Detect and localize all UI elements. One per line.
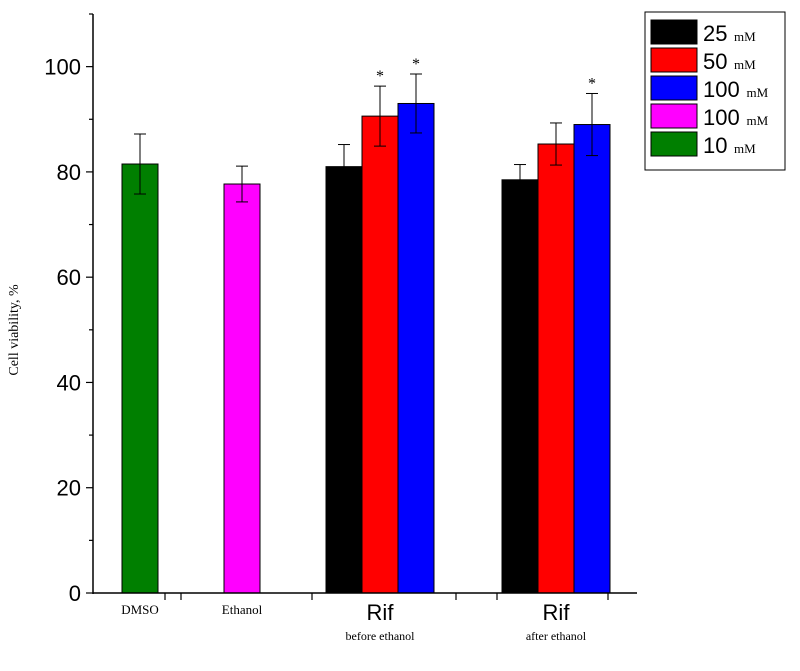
y-tick-label: 80 [57,160,81,185]
x-category-label-3: Rif [543,600,571,625]
legend-unit-0: mM [734,29,756,44]
legend-unit-3: mM [747,113,769,128]
legend-unit-4: mM [734,141,756,156]
y-axis-label: Cell viability, % [7,284,22,376]
legend-swatch-2 [650,75,698,101]
bar-3-1 [537,143,575,594]
axes-layer: 0 20 40 60 80 100 DMSO Ethanol Rif before ethanol… [44,13,637,643]
bar-2-0 [325,166,363,594]
x-category-label-2: Rif [367,600,395,625]
y-tick-label: 0 [69,581,81,606]
legend-unit-1: mM [734,57,756,72]
x-category-label-1: Ethanol [222,602,263,617]
bar-1-0 [223,183,261,594]
significance-mark-2-1: * [376,68,384,85]
significance-mark-3-2: * [588,75,596,92]
legend-value-1: 50 [703,49,727,74]
significance-mark-2-2: * [412,56,420,73]
legend-swatch-0 [650,19,698,45]
bar-2-1 [361,115,399,594]
legend-unit-2: mM [747,85,769,100]
legend-swatch-4 [650,131,698,157]
legend-value-2: 100 [703,77,740,102]
legend-value-3: 100 [703,105,740,130]
x-category-sublabel-3: after ethanol [526,629,587,643]
legend-swatch-1 [650,47,698,73]
legend-value-0: 25 [703,21,727,46]
legend-value-4: 10 [703,133,727,158]
bar-3-0 [501,179,539,594]
y-tick-label: 100 [44,55,81,80]
y-tick-label: 60 [57,265,81,290]
bars-layer: * * * [121,56,611,594]
y-tick-label: 40 [57,370,81,395]
x-category-sublabel-2: before ethanol [346,629,416,643]
bar-3-2 [573,124,611,594]
legend-swatch-3 [650,103,698,129]
bar-2-2 [397,102,435,594]
x-category-label-0: DMSO [121,602,159,617]
y-tick-label: 20 [57,476,81,501]
legend: 25 mM 50 mM 100 mM 100 mM 10 mM [644,11,786,171]
bar-0-0 [121,163,159,594]
